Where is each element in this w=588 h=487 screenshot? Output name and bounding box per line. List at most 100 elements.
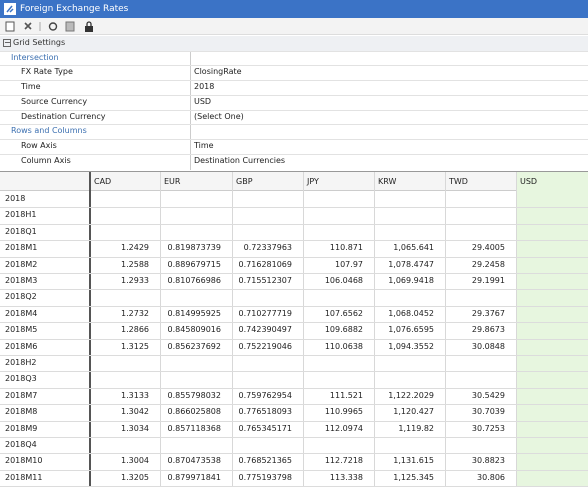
column-divider [232, 172, 233, 487]
cell[interactable]: 0.775193798 [238, 472, 292, 482]
cell[interactable]: 113.338 [329, 472, 363, 482]
row-divider [0, 371, 588, 373]
cell[interactable]: 1,065.641 [393, 243, 434, 253]
setting-value[interactable]: Destination Currencies [194, 155, 286, 165]
setting-value[interactable]: 2018 [194, 82, 215, 92]
column-header[interactable]: JPY [307, 177, 319, 186]
row-label: 2018M11 [5, 472, 43, 482]
cell[interactable]: 29.1991 [471, 276, 505, 285]
row-label: 2018M9 [5, 423, 38, 433]
cell[interactable]: 0.870473538 [167, 456, 221, 466]
cell[interactable]: 1,120.427 [393, 407, 434, 417]
new-button[interactable] [5, 21, 15, 32]
cell[interactable]: 1,069.9418 [388, 276, 434, 285]
cell[interactable]: 107.6562 [324, 308, 363, 318]
cell[interactable]: 1.3042 [121, 407, 149, 417]
row-divider [0, 387, 588, 389]
column-header[interactable]: TWD [449, 177, 468, 186]
cell[interactable]: 30.7253 [471, 423, 505, 433]
row-divider [0, 469, 588, 471]
collapse-toggle[interactable]: − [3, 38, 11, 47]
cell[interactable]: 110.9965 [324, 407, 363, 417]
cell[interactable]: 1.3205 [121, 472, 149, 482]
setting-label: Row Axis [21, 140, 57, 150]
cell[interactable]: 0.742390497 [238, 325, 292, 335]
cell[interactable]: 29.8673 [471, 325, 505, 335]
column-header[interactable]: CAD [94, 177, 112, 186]
cell[interactable]: 30.0848 [471, 341, 505, 351]
cell[interactable]: 30.7039 [471, 407, 505, 417]
cell[interactable]: 1.2933 [121, 276, 149, 285]
cell[interactable]: 1,068.0452 [388, 308, 434, 318]
cell[interactable]: 0.866025808 [167, 407, 221, 417]
cell[interactable]: 0.855798032 [167, 390, 221, 400]
cell[interactable]: 30.5429 [471, 390, 505, 400]
cell[interactable]: 1.2732 [121, 308, 149, 318]
cell[interactable]: 1,094.3552 [388, 341, 434, 351]
cell[interactable]: 0.715512307 [238, 276, 292, 285]
cell[interactable]: 1.3034 [121, 423, 149, 433]
cell[interactable]: 30.8823 [471, 456, 505, 466]
row-divider [0, 453, 588, 455]
cell[interactable]: 109.6882 [324, 325, 363, 335]
cell[interactable]: 0.716281069 [238, 259, 292, 269]
settings-title: Grid Settings [13, 38, 66, 47]
cell[interactable]: 1,078.4747 [388, 259, 434, 269]
cell[interactable]: 1.2866 [121, 325, 149, 335]
cell[interactable]: 0.710277719 [238, 308, 292, 318]
lock-button[interactable] [85, 26, 93, 32]
cell[interactable]: 1,125.345 [393, 472, 434, 482]
cell[interactable]: 112.0974 [324, 423, 363, 433]
column-header[interactable]: USD [520, 177, 538, 186]
save-button[interactable] [65, 21, 75, 32]
setting-value[interactable]: USD [194, 96, 212, 106]
row-divider [0, 338, 588, 340]
cell[interactable]: 107.97 [335, 259, 363, 269]
setting-value[interactable]: Time [194, 140, 214, 150]
cell[interactable]: 1.2429 [121, 243, 149, 253]
cell[interactable]: 29.3767 [471, 308, 505, 318]
setting-value[interactable]: ClosingRate [194, 67, 242, 77]
section-header-bg [0, 36, 588, 51]
cell[interactable]: 1.3133 [121, 390, 149, 400]
cell[interactable]: 30.806 [477, 472, 505, 482]
cell[interactable]: 0.856237692 [167, 341, 221, 351]
cell[interactable]: 1,119.82 [398, 423, 434, 433]
cell[interactable]: 0.752219046 [238, 341, 292, 351]
cell[interactable]: 0.72337963 [243, 243, 292, 253]
cell[interactable]: 1,131.615 [393, 456, 434, 466]
cell[interactable]: 0.759762954 [238, 390, 292, 400]
cell[interactable]: 0.845809016 [167, 325, 221, 335]
setting-value[interactable]: (Select One) [194, 111, 244, 121]
cell[interactable]: 0.768521365 [238, 456, 292, 466]
cell[interactable]: 29.4005 [471, 243, 505, 253]
cell[interactable]: 106.0468 [324, 276, 363, 285]
cell[interactable]: 0.765345171 [238, 423, 292, 433]
row-label: 2018M10 [5, 456, 43, 466]
cell[interactable]: 1.3125 [121, 341, 149, 351]
cell[interactable]: 0.776518093 [238, 407, 292, 417]
cell[interactable]: 0.857118368 [167, 423, 221, 433]
cell[interactable]: 0.879971841 [167, 472, 221, 482]
row-label: 2018M1 [5, 243, 38, 253]
cell[interactable]: 1.3004 [121, 456, 149, 466]
cell[interactable]: 1,076.6595 [388, 325, 434, 335]
cell[interactable]: 110.0638 [324, 341, 363, 351]
cell[interactable]: 0.819873739 [167, 243, 221, 253]
cell[interactable]: 112.7218 [324, 456, 363, 466]
column-header[interactable]: GBP [236, 177, 253, 186]
cell[interactable]: 111.521 [329, 390, 363, 400]
cell[interactable]: 110.871 [329, 243, 363, 253]
cell[interactable]: 0.814995925 [167, 308, 221, 318]
cell[interactable]: 1,122.2029 [388, 390, 434, 400]
cell[interactable]: 1.2588 [121, 259, 149, 269]
cell[interactable]: 29.2458 [471, 259, 505, 269]
cell[interactable]: 0.810766986 [167, 276, 221, 285]
column-header[interactable]: EUR [164, 177, 181, 186]
delete-button[interactable] [24, 22, 32, 30]
column-header[interactable]: KRW [378, 177, 397, 186]
refresh-button[interactable] [48, 22, 58, 31]
section-title: Intersection [11, 52, 59, 62]
cell[interactable]: 0.889679715 [167, 259, 221, 269]
